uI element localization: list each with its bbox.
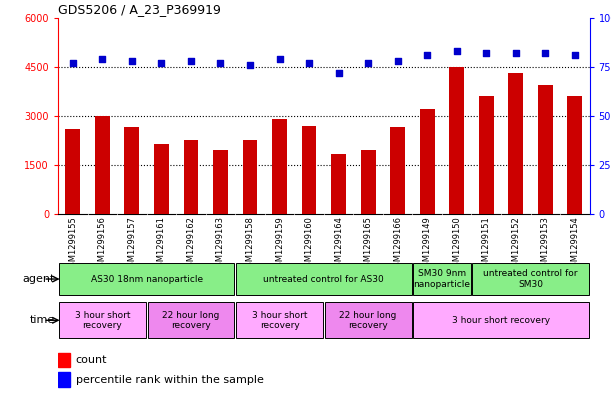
Point — [68, 60, 78, 66]
Point — [452, 48, 462, 54]
Point — [334, 70, 343, 76]
Text: GSM1299166: GSM1299166 — [393, 216, 402, 272]
Point — [393, 58, 403, 64]
Text: GSM1299151: GSM1299151 — [481, 216, 491, 272]
Bar — [449, 67, 464, 214]
Text: AS30 18nm nanoparticle: AS30 18nm nanoparticle — [90, 275, 203, 283]
Bar — [272, 119, 287, 214]
Bar — [538, 85, 553, 214]
Text: untreated control for
SM30: untreated control for SM30 — [483, 269, 578, 289]
Bar — [508, 73, 523, 214]
Bar — [236, 263, 412, 295]
Bar — [568, 96, 582, 214]
Text: time: time — [30, 315, 55, 325]
Text: GSM1299165: GSM1299165 — [364, 216, 373, 272]
Bar — [213, 150, 228, 214]
Bar — [331, 154, 346, 214]
Text: GSM1299162: GSM1299162 — [186, 216, 196, 272]
Bar — [390, 127, 405, 214]
Bar — [243, 140, 257, 214]
Text: GSM1299155: GSM1299155 — [68, 216, 78, 272]
Bar — [147, 302, 235, 338]
Text: GSM1299160: GSM1299160 — [304, 216, 313, 272]
Point — [422, 52, 432, 58]
Text: 3 hour short
recovery: 3 hour short recovery — [252, 310, 307, 330]
Bar — [472, 263, 589, 295]
Point — [156, 60, 166, 66]
Text: GSM1299154: GSM1299154 — [570, 216, 579, 272]
Text: untreated control for AS30: untreated control for AS30 — [263, 275, 384, 283]
Point — [216, 60, 225, 66]
Bar — [302, 126, 316, 214]
Text: GSM1299156: GSM1299156 — [98, 216, 107, 272]
Point — [275, 56, 285, 62]
Text: GSM1299152: GSM1299152 — [511, 216, 521, 272]
Text: GSM1299159: GSM1299159 — [275, 216, 284, 272]
Text: 22 hour long
recovery: 22 hour long recovery — [163, 310, 219, 330]
Point — [570, 52, 580, 58]
Text: GSM1299164: GSM1299164 — [334, 216, 343, 272]
Bar — [324, 302, 412, 338]
Bar — [479, 96, 494, 214]
Point — [127, 58, 137, 64]
Bar — [413, 302, 589, 338]
Bar — [58, 372, 70, 387]
Bar — [58, 353, 70, 367]
Bar — [236, 302, 323, 338]
Bar — [95, 116, 110, 214]
Point — [511, 50, 521, 56]
Text: GSM1299150: GSM1299150 — [452, 216, 461, 272]
Bar — [125, 127, 139, 214]
Bar — [65, 129, 80, 214]
Text: SM30 9nm
nanoparticle: SM30 9nm nanoparticle — [414, 269, 470, 289]
Text: 3 hour short
recovery: 3 hour short recovery — [75, 310, 130, 330]
Text: 3 hour short recovery: 3 hour short recovery — [452, 316, 550, 325]
Text: GSM1299153: GSM1299153 — [541, 216, 550, 272]
Bar — [420, 109, 434, 214]
Text: GSM1299149: GSM1299149 — [423, 216, 432, 272]
Point — [541, 50, 551, 56]
Bar — [154, 144, 169, 214]
Bar — [413, 263, 470, 295]
Point — [363, 60, 373, 66]
Text: percentile rank within the sample: percentile rank within the sample — [76, 375, 263, 385]
Text: GSM1299161: GSM1299161 — [157, 216, 166, 272]
Text: GSM1299163: GSM1299163 — [216, 216, 225, 272]
Point — [245, 62, 255, 68]
Text: GDS5206 / A_23_P369919: GDS5206 / A_23_P369919 — [58, 4, 221, 17]
Text: 22 hour long
recovery: 22 hour long recovery — [340, 310, 397, 330]
Text: GSM1299158: GSM1299158 — [246, 216, 255, 272]
Bar — [59, 302, 146, 338]
Bar — [183, 140, 199, 214]
Point — [304, 60, 314, 66]
Point — [98, 56, 108, 62]
Point — [481, 50, 491, 56]
Point — [186, 58, 196, 64]
Text: agent: agent — [23, 274, 55, 284]
Text: GSM1299157: GSM1299157 — [127, 216, 136, 272]
Bar — [360, 150, 376, 214]
Bar — [59, 263, 235, 295]
Text: count: count — [76, 355, 108, 365]
